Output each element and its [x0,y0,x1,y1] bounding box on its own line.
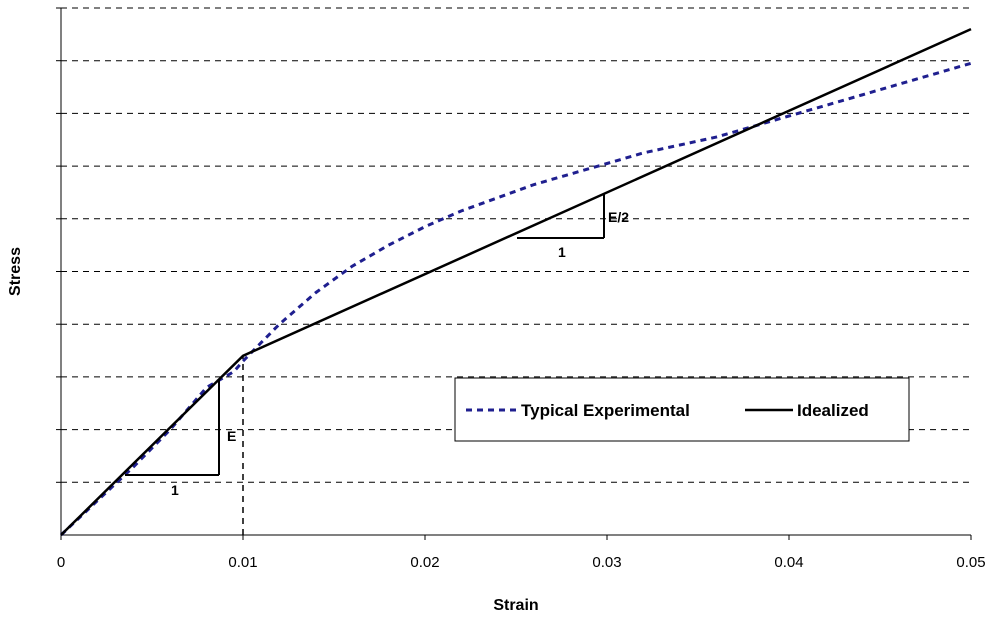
x-axis-title: Strain [493,597,538,614]
legend-label-idealized: Idealized [797,401,869,420]
x-tick-label-1: 0.01 [228,554,257,571]
slope-label-e: E [227,428,236,444]
y-axis-title: Stress [7,247,24,296]
legend-box [454,377,910,442]
x-tick-label-2: 0.02 [410,554,439,571]
x-tick-label-0: 0 [57,554,65,571]
slope-label-run-2: 1 [558,244,566,260]
series-line-idealized [60,27,972,536]
x-tick-label-5: 0.05 [956,554,985,571]
axis-layer: 0 0.01 0.02 0.03 0.04 0.05 Strain Stress [7,7,986,614]
annotation-layer: E 1 E/2 1 [125,193,629,498]
x-tick-label-4: 0.04 [774,554,803,571]
slope-label-e-half: E/2 [608,209,629,225]
legend: Typical Experimental Idealized [454,377,910,442]
slope-label-run-1: 1 [171,482,179,498]
x-tick-label-3: 0.03 [592,554,621,571]
legend-label-experimental: Typical Experimental [521,401,690,420]
